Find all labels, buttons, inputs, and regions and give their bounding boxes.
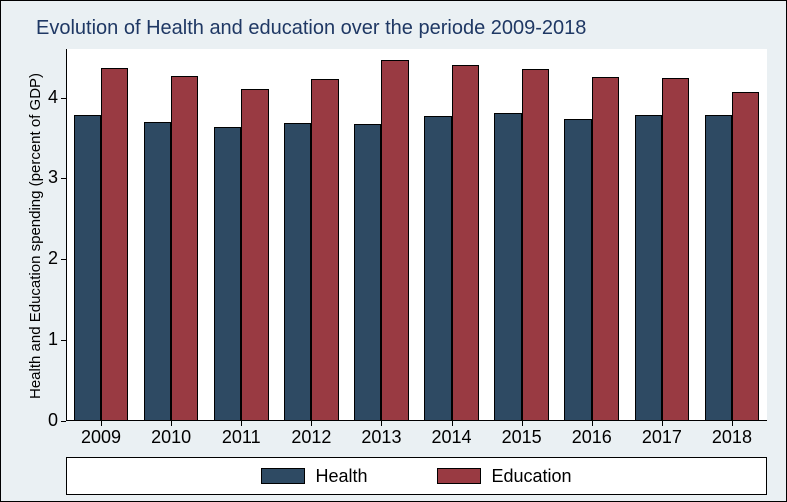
y-tick-label: 0: [28, 410, 58, 431]
x-tick: [452, 421, 453, 426]
legend-item-education: Education: [437, 466, 571, 487]
bar-education: [381, 60, 408, 421]
bar-health: [564, 119, 591, 421]
y-tick: [61, 98, 66, 99]
bar-health: [705, 115, 732, 421]
y-tick: [61, 178, 66, 179]
bar-education: [452, 65, 479, 421]
bar-health: [424, 116, 451, 421]
legend: Health Education: [66, 457, 767, 495]
x-tick-label: 2009: [66, 427, 136, 448]
x-tick: [592, 421, 593, 426]
legend-swatch: [261, 468, 305, 484]
bar-health: [214, 127, 241, 421]
x-tick: [732, 421, 733, 426]
x-tick: [101, 421, 102, 426]
bar-health: [144, 122, 171, 421]
x-tick: [662, 421, 663, 426]
bar-health: [494, 113, 521, 421]
bar-education: [101, 68, 128, 421]
x-tick: [381, 421, 382, 426]
y-axis-line: [66, 49, 67, 421]
x-tick-label: 2017: [627, 427, 697, 448]
bar-education: [662, 78, 689, 421]
bar-education: [241, 89, 268, 421]
x-tick-label: 2012: [276, 427, 346, 448]
legend-label: Health: [315, 466, 367, 487]
legend-swatch: [437, 468, 481, 484]
x-tick: [171, 421, 172, 426]
bar-health: [354, 124, 381, 421]
bar-health: [284, 123, 311, 421]
x-tick: [241, 421, 242, 426]
bar-health: [635, 115, 662, 421]
y-tick: [61, 259, 66, 260]
x-tick: [522, 421, 523, 426]
y-tick-label: 4: [28, 87, 58, 108]
bar-education: [311, 79, 338, 421]
legend-label: Education: [491, 466, 571, 487]
bar-education: [171, 76, 198, 421]
bar-education: [592, 77, 619, 422]
x-tick: [311, 421, 312, 426]
chart-title: Evolution of Health and education over t…: [36, 17, 586, 40]
x-tick-label: 2010: [136, 427, 206, 448]
bar-education: [732, 92, 759, 421]
x-tick-label: 2014: [417, 427, 487, 448]
y-tick-label: 1: [28, 329, 58, 350]
y-tick-label: 3: [28, 167, 58, 188]
y-tick: [61, 421, 66, 422]
x-tick-label: 2011: [206, 427, 276, 448]
legend-item-health: Health: [261, 466, 367, 487]
y-tick: [61, 340, 66, 341]
bar-education: [522, 69, 549, 421]
x-tick-label: 2018: [697, 427, 767, 448]
plot-area: 0123420092010201120122013201420152016201…: [66, 49, 767, 421]
bar-health: [74, 115, 101, 421]
x-tick-label: 2015: [487, 427, 557, 448]
x-tick-label: 2016: [557, 427, 627, 448]
chart-container: Evolution of Health and education over t…: [0, 0, 787, 502]
y-tick-label: 2: [28, 248, 58, 269]
x-tick-label: 2013: [346, 427, 416, 448]
